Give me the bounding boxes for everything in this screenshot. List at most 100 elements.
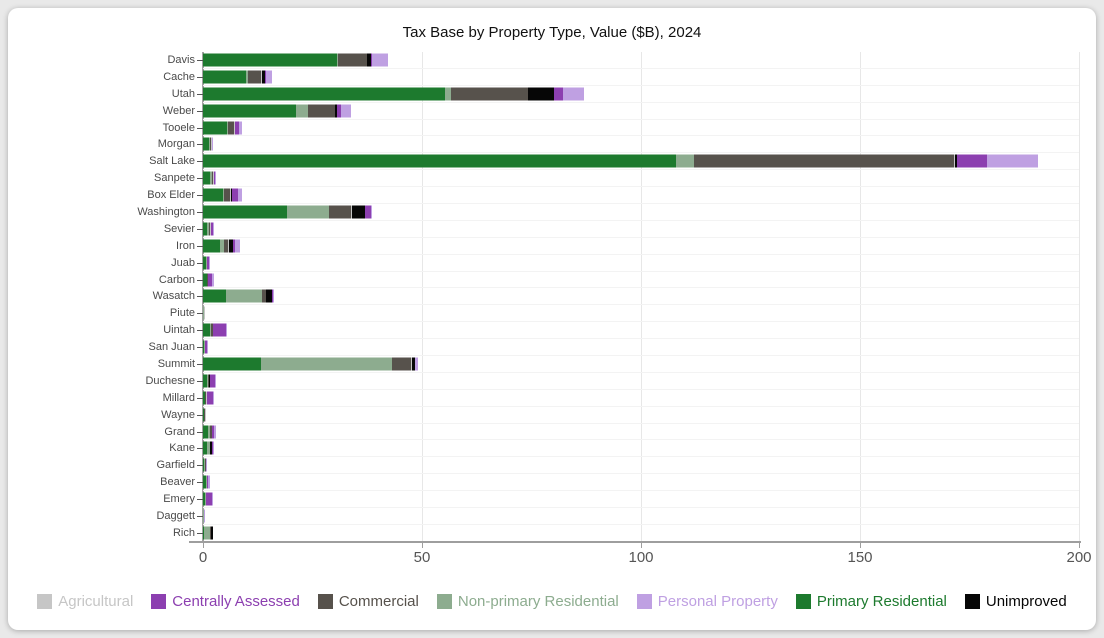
segment-agricultural[interactable]: [210, 222, 211, 236]
segment-primary-residential[interactable]: [203, 53, 337, 67]
segment-personal-property[interactable]: [213, 391, 214, 405]
segment-primary-residential[interactable]: [203, 492, 206, 506]
segment-personal-property[interactable]: [208, 475, 211, 489]
segment-primary-residential[interactable]: [203, 171, 210, 185]
segment-primary-residential[interactable]: [203, 391, 205, 405]
segment-commercial[interactable]: [207, 273, 209, 287]
segment-primary-residential[interactable]: [203, 154, 677, 168]
segment-commercial[interactable]: [210, 425, 212, 439]
legend-item-commercial[interactable]: Commercial: [317, 593, 419, 610]
segment-unimproved[interactable]: [335, 104, 337, 118]
segment-non-primary-residential[interactable]: [204, 526, 211, 540]
segment-primary-residential[interactable]: [203, 526, 205, 540]
segment-commercial[interactable]: [227, 121, 235, 134]
segment-commercial[interactable]: [210, 137, 212, 151]
segment-primary-residential[interactable]: [203, 222, 208, 236]
segment-primary-residential[interactable]: [203, 323, 210, 337]
segment-centrally-assessed[interactable]: [213, 323, 226, 337]
segment-commercial[interactable]: [450, 87, 528, 101]
segment-non-primary-residential[interactable]: [206, 374, 208, 388]
segment-commercial[interactable]: [329, 205, 352, 219]
segment-centrally-assessed[interactable]: [206, 492, 213, 506]
segment-non-primary-residential[interactable]: [336, 53, 339, 67]
segment-centrally-assessed[interactable]: [212, 425, 215, 439]
segment-commercial[interactable]: [391, 357, 412, 371]
segment-commercial[interactable]: [224, 239, 229, 253]
segment-personal-property[interactable]: [414, 357, 418, 371]
segment-centrally-assessed[interactable]: [206, 475, 209, 489]
segment-unimproved[interactable]: [954, 154, 957, 168]
legend-item-centrally-assessed[interactable]: Centrally Assessed: [151, 593, 300, 610]
segment-primary-residential[interactable]: [203, 458, 205, 472]
segment-centrally-assessed[interactable]: [264, 70, 267, 84]
segment-centrally-assessed[interactable]: [371, 53, 373, 67]
segment-unimproved[interactable]: [234, 121, 236, 134]
segment-centrally-assessed[interactable]: [206, 391, 214, 405]
segment-personal-property[interactable]: [239, 121, 243, 134]
segment-primary-residential[interactable]: [203, 188, 223, 202]
segment-non-primary-residential[interactable]: [209, 137, 210, 151]
segment-centrally-assessed[interactable]: [365, 205, 371, 219]
segment-personal-property[interactable]: [212, 492, 213, 506]
segment-primary-residential[interactable]: [203, 121, 228, 134]
segment-primary-residential[interactable]: [203, 205, 288, 219]
segment-non-primary-residential[interactable]: [260, 357, 392, 371]
segment-primary-residential[interactable]: [203, 475, 207, 489]
segment-primary-residential[interactable]: [203, 104, 296, 118]
segment-non-primary-residential[interactable]: [204, 458, 206, 472]
legend-item-unimproved[interactable]: Unimproved: [964, 593, 1067, 610]
segment-non-primary-residential[interactable]: [219, 239, 225, 253]
segment-primary-residential[interactable]: [203, 340, 205, 354]
segment-primary-residential[interactable]: [203, 137, 210, 151]
segment-non-primary-residential[interactable]: [222, 188, 224, 202]
segment-agricultural[interactable]: [213, 171, 215, 185]
segment-non-primary-residential[interactable]: [246, 70, 248, 84]
legend-item-primary-residential[interactable]: Primary Residential: [795, 593, 947, 610]
segment-unimproved[interactable]: [231, 188, 233, 202]
segment-personal-property[interactable]: [214, 425, 216, 439]
segment-commercial[interactable]: [247, 70, 262, 84]
segment-non-primary-residential[interactable]: [287, 205, 330, 219]
segment-centrally-assessed[interactable]: [232, 239, 235, 253]
segment-unimproved[interactable]: [351, 205, 366, 219]
segment-non-primary-residential[interactable]: [445, 87, 451, 101]
segment-centrally-assessed[interactable]: [210, 222, 213, 236]
segment-commercial[interactable]: [223, 188, 231, 202]
segment-personal-property[interactable]: [212, 273, 214, 287]
segment-unimproved[interactable]: [411, 357, 415, 371]
segment-centrally-assessed[interactable]: [336, 104, 341, 118]
segment-non-primary-residential[interactable]: [206, 273, 208, 287]
segment-unimproved[interactable]: [527, 87, 555, 101]
segment-unimproved[interactable]: [266, 289, 273, 303]
segment-non-primary-residential[interactable]: [676, 154, 694, 168]
segment-unimproved[interactable]: [262, 70, 265, 84]
segment-personal-property[interactable]: [340, 104, 352, 118]
segment-centrally-assessed[interactable]: [232, 188, 239, 202]
segment-agricultural[interactable]: [230, 188, 232, 202]
legend-item-agricultural[interactable]: Agricultural: [37, 593, 133, 610]
segment-centrally-assessed[interactable]: [235, 121, 240, 134]
segment-personal-property[interactable]: [562, 87, 584, 101]
segment-centrally-assessed[interactable]: [205, 340, 208, 354]
legend-item-personal-property[interactable]: Personal Property: [636, 593, 778, 610]
segment-commercial[interactable]: [307, 104, 335, 118]
segment-primary-residential[interactable]: [203, 256, 207, 270]
segment-personal-property[interactable]: [266, 70, 273, 84]
segment-primary-residential[interactable]: [203, 70, 247, 84]
segment-personal-property[interactable]: [214, 171, 216, 185]
segment-unimproved[interactable]: [367, 53, 372, 67]
segment-centrally-assessed[interactable]: [209, 374, 216, 388]
segment-primary-residential[interactable]: [203, 273, 207, 287]
segment-primary-residential[interactable]: [203, 357, 261, 371]
segment-primary-residential[interactable]: [203, 425, 208, 439]
segment-primary-residential[interactable]: [203, 441, 208, 455]
segment-commercial[interactable]: [209, 222, 210, 236]
segment-personal-property[interactable]: [370, 205, 373, 219]
segment-commercial[interactable]: [207, 374, 209, 388]
segment-commercial[interactable]: [693, 154, 955, 168]
segment-non-primary-residential[interactable]: [207, 425, 210, 439]
segment-commercial[interactable]: [211, 323, 213, 337]
segment-primary-residential[interactable]: [203, 87, 446, 101]
segment-centrally-assessed[interactable]: [207, 256, 210, 270]
segment-non-primary-residential[interactable]: [209, 323, 212, 337]
